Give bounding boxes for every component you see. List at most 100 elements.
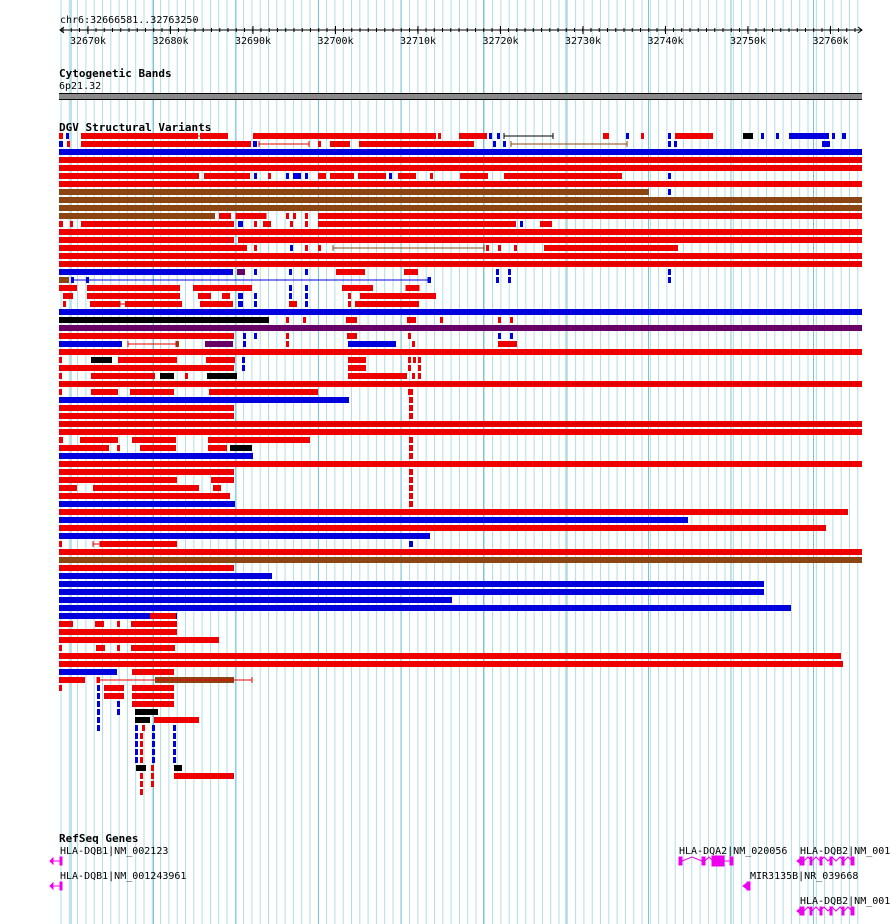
variant-feature: [409, 501, 413, 507]
coordinate-ruler[interactable]: chr6:32666581..32763250 32670k 32680k 3269…: [0, 0, 890, 50]
variant-feature: [140, 445, 176, 451]
variant-feature: [59, 317, 269, 323]
variant-feature: [80, 437, 118, 443]
variant-feature: [97, 701, 100, 707]
variant-feature: [209, 389, 318, 395]
variant-feature: [498, 333, 501, 339]
variant-feature: [140, 733, 143, 739]
variant-feature: [59, 413, 234, 419]
variant-feature: [208, 437, 310, 443]
variant-feature: [675, 133, 713, 139]
variant-feature: [207, 373, 237, 379]
variant-feature: [59, 253, 862, 259]
variant-feature: [498, 317, 501, 323]
variant-feature: [173, 733, 176, 739]
variant-feature: [91, 389, 118, 395]
variant-feature: [59, 541, 62, 547]
variant-feature: [318, 213, 862, 219]
variant-feature: [59, 517, 688, 523]
variant-feature: [290, 221, 293, 227]
variant-feature: [132, 701, 174, 707]
variant-feature: [152, 741, 155, 747]
variant-feature: [59, 685, 62, 691]
variant-feature: [263, 221, 271, 227]
variant-feature: [59, 461, 862, 467]
variant-feature: [132, 685, 174, 691]
variant-feature: [59, 613, 177, 619]
variant-feature: [59, 661, 843, 667]
variant-feature: [409, 445, 413, 451]
variant-feature: [59, 629, 177, 635]
gene-label-hla-dqa2[interactable]: HLA-DQA2|NM_020056: [679, 846, 788, 857]
gene-label-hla-dqb2-a[interactable]: HLA-DQB2|NM_001: [800, 846, 890, 857]
variant-feature: [409, 485, 413, 491]
variant-feature: [674, 141, 677, 147]
variant-feature: [286, 333, 289, 339]
variant-feature: [743, 133, 753, 139]
variant-feature: [97, 685, 100, 691]
variant-feature: [242, 365, 245, 371]
variant-feature: [409, 493, 413, 499]
variant-feature: [497, 133, 500, 139]
refseq-track-title: RefSeq Genes: [59, 832, 139, 845]
ruler-tick-label: 32690k: [235, 36, 271, 47]
variant-feature: [59, 197, 862, 203]
variant-feature: [253, 133, 436, 139]
variant-feature: [253, 141, 257, 147]
cytogenetic-track-title: Cytogenetic Bands: [59, 67, 172, 80]
variant-feature: [63, 301, 66, 307]
variant-feature: [81, 133, 198, 139]
variant-feature: [59, 277, 69, 283]
variant-feature: [117, 645, 120, 651]
variant-feature: [59, 149, 862, 155]
variant-feature: [514, 245, 517, 251]
variant-feature: [626, 133, 629, 139]
variant-feature: [59, 581, 764, 587]
gene-label-mir3135b[interactable]: MIR3135B|NR_039668: [750, 871, 859, 882]
variant-feature: [151, 765, 154, 771]
variant-feature: [346, 317, 357, 323]
variant-feature: [293, 213, 296, 219]
variant-feature: [131, 621, 177, 627]
variant-feature: [496, 277, 499, 283]
variant-feature: [498, 341, 517, 347]
variant-feature: [668, 269, 671, 275]
variant-feature: [140, 781, 143, 787]
variant-feature: [238, 221, 243, 227]
variant-feature: [508, 269, 511, 275]
variant-feature: [135, 749, 138, 755]
variant-feature: [59, 333, 234, 339]
cytogenetic-band-bar[interactable]: [59, 93, 862, 100]
ruler-tick-label: 32740k: [647, 36, 683, 47]
gene-hla-dqb1-arrow-1: [49, 856, 63, 866]
variant-feature: [59, 133, 63, 139]
variant-feature: [230, 445, 252, 451]
variant-feature: [358, 173, 386, 179]
variant-feature: [59, 213, 215, 219]
variant-feature: [59, 165, 862, 171]
variant-feature: [438, 133, 441, 139]
gene-label-hla-dqb1-nm-002123[interactable]: HLA-DQB1|NM_002123: [60, 846, 169, 857]
variant-feature: [668, 133, 671, 139]
gene-label-hla-dqb1-nm-001243961[interactable]: HLA-DQB1|NM_001243961: [60, 871, 187, 882]
variant-feature: [140, 741, 143, 747]
variant-feature: [408, 365, 411, 371]
gene-label-hla-dqb2-b[interactable]: HLA-DQB2|NM_001: [800, 896, 890, 907]
variant-feature: [152, 749, 155, 755]
variant-feature: [140, 789, 143, 795]
variant-feature: [59, 429, 862, 435]
variant-feature: [160, 373, 174, 379]
variant-feature: [268, 173, 271, 179]
variant-feature: [603, 133, 609, 139]
variant-feature: [59, 485, 77, 491]
variant-feature: [408, 389, 413, 395]
variant-feature: [59, 405, 234, 411]
variant-feature: [318, 173, 326, 179]
variant-feature: [117, 445, 120, 451]
variant-feature: [154, 717, 199, 723]
variant-feature: [117, 701, 120, 707]
variant-feature: [59, 173, 199, 179]
variant-feature: [254, 245, 257, 251]
